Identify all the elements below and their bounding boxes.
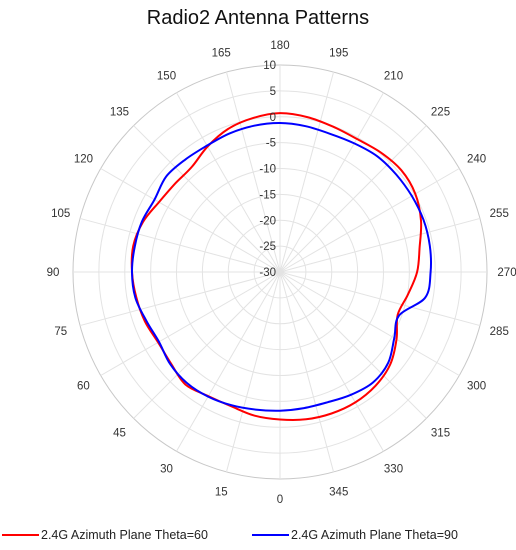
angular-tick-label: 330 [384,464,403,476]
polar-grid [72,64,488,480]
grid-spoke [176,92,281,273]
radial-tick-label: 10 [263,60,276,72]
grid-spoke [225,271,281,473]
series-layer [130,112,433,421]
radial-tick-label: 5 [270,86,276,98]
angular-tick-label: 300 [467,381,486,393]
grid-spoke [225,71,281,273]
grid-spoke [279,271,335,473]
grid-spoke [279,271,384,452]
angular-tick-label: 60 [77,381,90,393]
grid-spoke [279,168,460,273]
legend-label-series-2: 2.4G Azimuth Plane Theta=90 [291,528,458,542]
grid-spoke [79,217,281,273]
angular-tick-labels: 0153045607590105120135150165180195210225… [47,40,516,506]
grid-spoke [133,271,281,419]
grid-spoke [176,271,281,452]
angular-tick-label: 270 [497,267,516,279]
grid-spoke [279,271,460,376]
radial-tick-label: -5 [266,138,276,150]
radial-tick-label: -30 [259,267,276,279]
radial-tick-label: -15 [259,189,276,201]
angular-tick-label: 165 [212,48,231,60]
radial-tick-label: -25 [259,241,276,253]
legend-swatch-series-1 [2,534,39,536]
angular-tick-label: 15 [215,486,228,498]
angular-tick-label: 90 [47,267,60,279]
angular-tick-label: 0 [277,494,283,506]
angular-tick-label: 210 [384,70,403,82]
angular-tick-label: 195 [329,48,348,60]
radial-tick-labels: 10 5 0 -5 -10 -15 -20 -25 -30 [259,60,276,279]
angular-tick-label: 180 [270,40,289,52]
angular-tick-label: 30 [160,464,173,476]
angular-tick-label: 135 [110,106,129,118]
grid-spoke [279,271,481,327]
legend-item-series-2: 2.4G Azimuth Plane Theta=90 [252,526,458,544]
grid-spoke [279,217,481,273]
grid-spoke [100,168,281,273]
series-line-1 [130,112,423,421]
angular-tick-label: 240 [467,154,486,166]
grid-spoke [133,125,281,273]
legend-label-series-1: 2.4G Azimuth Plane Theta=60 [41,528,208,542]
grid-spoke [100,271,281,376]
chart-title: Radio2 Antenna Patterns [146,7,370,29]
grid-spoke [79,271,281,327]
grid-spoke [279,71,335,273]
series-line-2 [130,121,433,412]
angular-tick-label: 120 [74,154,93,166]
radial-tick-label: 0 [270,112,276,124]
angular-tick-label: 345 [329,486,348,498]
grid-spoke [279,92,384,273]
angular-tick-label: 285 [490,326,509,338]
angular-tick-label: 75 [54,326,67,338]
radial-tick-label: -10 [259,164,276,176]
angular-tick-label: 45 [113,428,126,440]
angular-tick-label: 255 [490,208,509,220]
grid-spoke [279,125,427,273]
legend-item-series-1: 2.4G Azimuth Plane Theta=60 [2,526,208,544]
angular-tick-label: 105 [51,208,70,220]
angular-tick-label: 315 [431,428,450,440]
angular-tick-label: 225 [431,106,450,118]
radial-tick-label: -20 [259,215,276,227]
grid-spoke [279,271,427,419]
legend-swatch-series-2 [252,534,289,536]
angular-tick-label: 150 [157,70,176,82]
